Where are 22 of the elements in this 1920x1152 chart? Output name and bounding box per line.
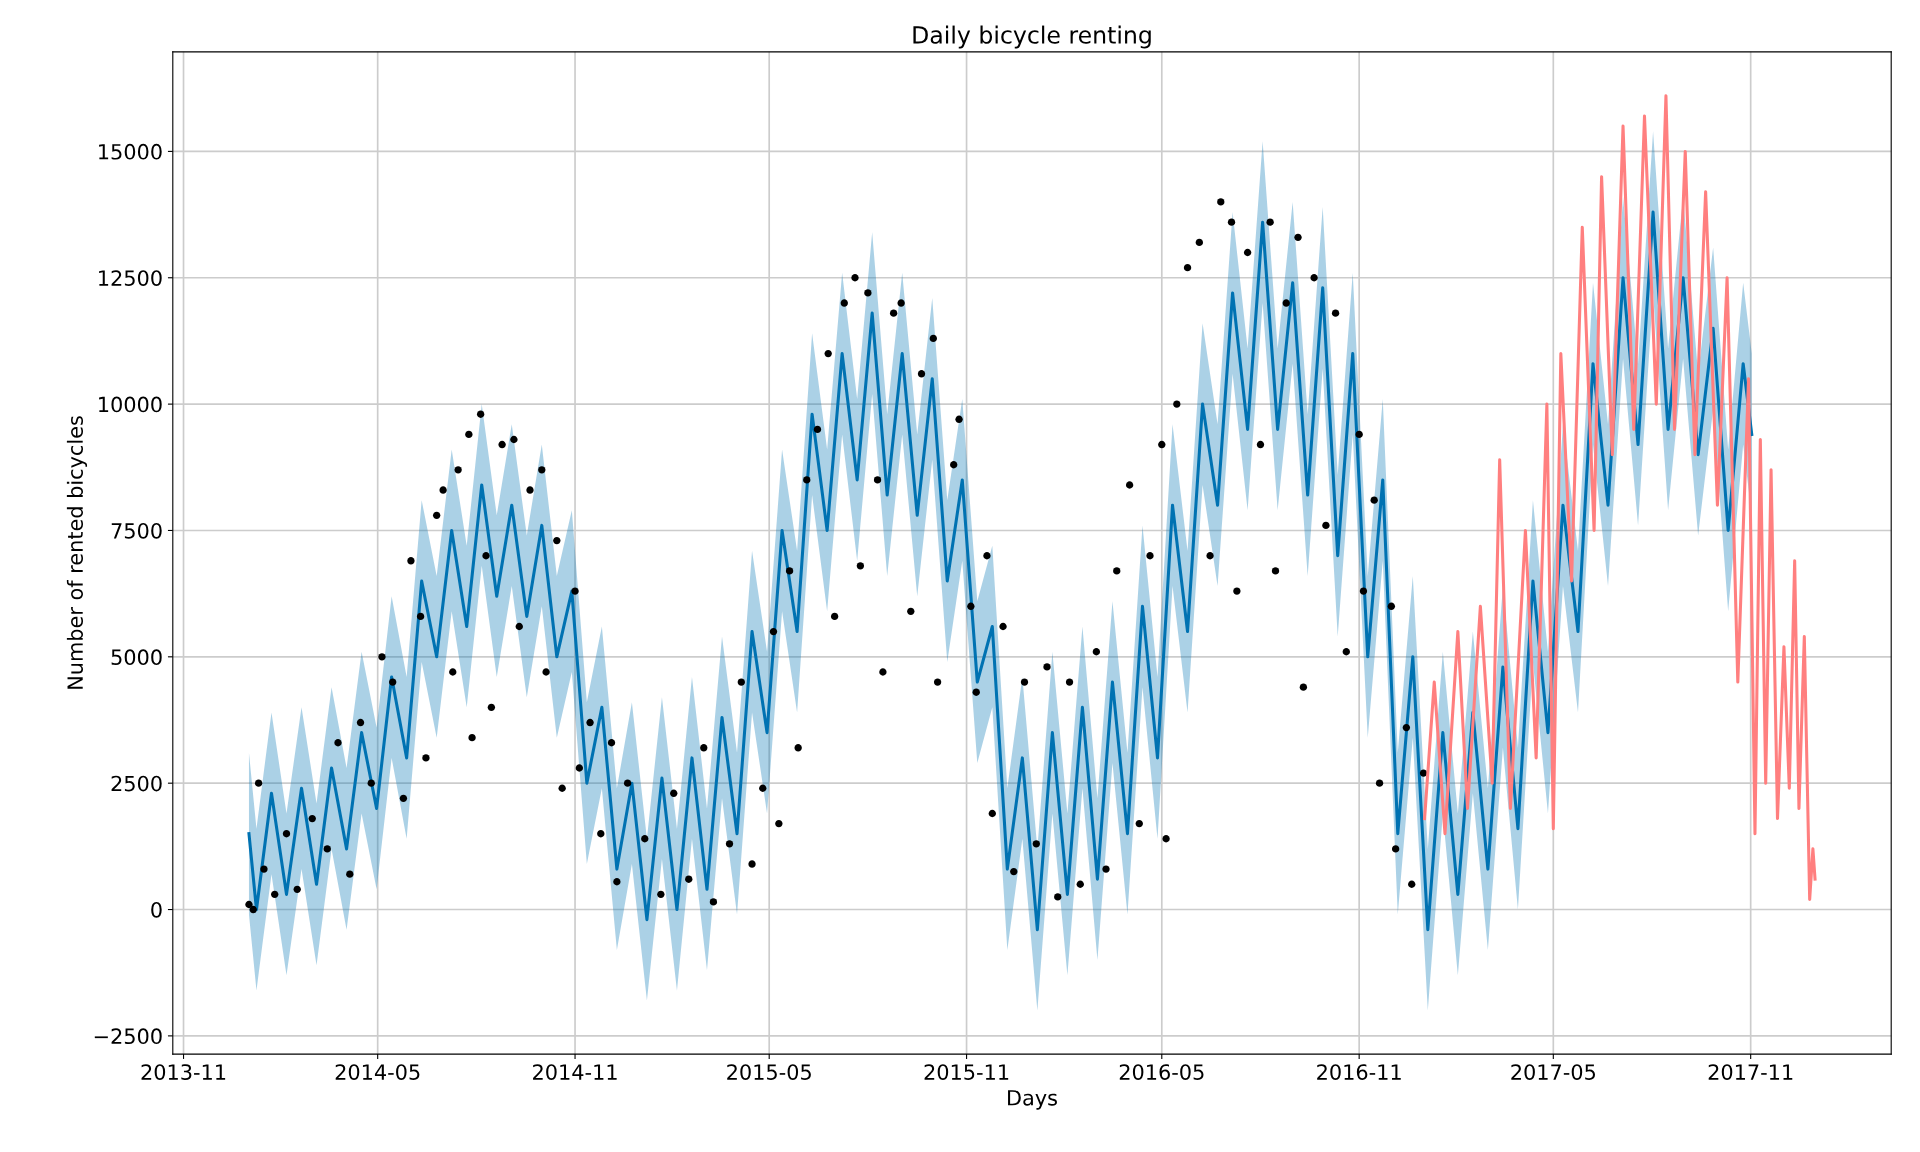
x-tick-label: 2016-05 xyxy=(1119,1064,1204,1080)
y-tick-label: 5000 xyxy=(111,649,162,666)
x-tick-label: 2017-05 xyxy=(1511,1064,1596,1080)
x-tick-label: 2013-11 xyxy=(141,1064,226,1080)
x-tick-label: 2015-05 xyxy=(727,1064,811,1080)
y-axis-title: Number of rented bicycles xyxy=(66,416,88,689)
y-tick-label: 10000 xyxy=(99,396,162,413)
x-tick-label: 2015-11 xyxy=(924,1064,1009,1080)
y-tick-label: 15000 xyxy=(99,143,162,160)
x-tick-label: 2014-11 xyxy=(533,1064,617,1080)
y-tick-label: 2500 xyxy=(111,775,162,792)
x-tick-label: 2017-11 xyxy=(1708,1064,1793,1080)
x-tick-label: 2016-11 xyxy=(1317,1064,1401,1080)
y-tick-label: 0 xyxy=(151,901,162,918)
y-tick-label: −2500 xyxy=(94,1028,162,1045)
x-axis-title: Days xyxy=(1008,1090,1057,1110)
y-tick-label: 12500 xyxy=(99,270,162,286)
line-series xyxy=(247,210,1754,932)
x-tick-label: 2014-05 xyxy=(335,1064,420,1080)
line-series xyxy=(1423,94,1817,901)
chart-title: Daily bicycle renting xyxy=(913,25,1151,49)
y-tick-label: 7500 xyxy=(111,522,162,539)
